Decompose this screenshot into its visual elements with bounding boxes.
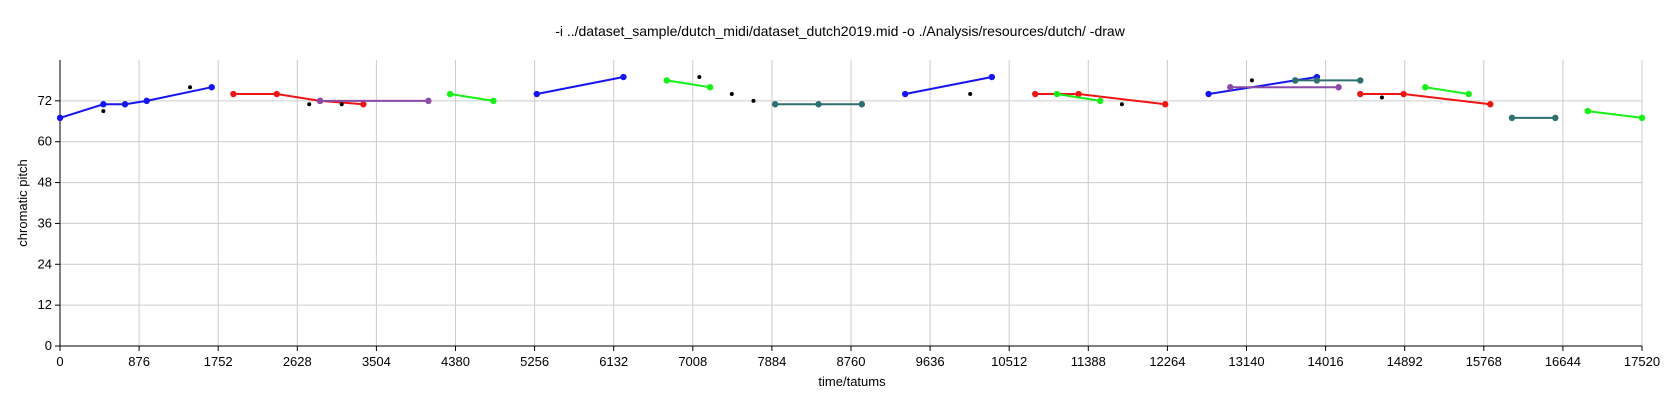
series-point-6 xyxy=(815,101,822,108)
x-tick-label: 876 xyxy=(128,354,150,369)
x-tick-label: 4380 xyxy=(441,354,470,369)
series-line-9 xyxy=(1056,93,1101,102)
series-point-13 xyxy=(1357,90,1364,98)
series-point-13 xyxy=(1400,90,1407,98)
note-point xyxy=(729,92,734,97)
y-tick-label: 36 xyxy=(38,215,52,230)
series-point-13 xyxy=(1487,101,1494,108)
grid-layer xyxy=(60,60,1643,346)
points-layer xyxy=(101,75,1384,114)
series-point-9 xyxy=(1097,97,1104,105)
y-tick-label: 48 xyxy=(38,175,52,190)
series-point-8 xyxy=(1162,101,1169,108)
y-tick-label: 0 xyxy=(45,338,52,353)
series-point-16 xyxy=(1638,114,1646,122)
series-point-0 xyxy=(100,101,107,108)
y-axis-label: chromatic pitch xyxy=(15,159,30,246)
x-tick-label: 16644 xyxy=(1545,354,1581,369)
series-point-1 xyxy=(273,90,280,98)
series-point-10 xyxy=(1205,90,1212,98)
x-tick-label: 3504 xyxy=(362,354,391,369)
x-tick-label: 14016 xyxy=(1308,354,1344,369)
x-tick-label: 5256 xyxy=(520,354,549,369)
x-tick-label: 10512 xyxy=(991,354,1027,369)
series-line-5 xyxy=(666,79,711,89)
series-point-2 xyxy=(316,97,324,105)
series-point-11 xyxy=(1335,84,1342,91)
note-point xyxy=(1379,95,1384,100)
series-point-2 xyxy=(425,97,432,105)
series-point-8 xyxy=(1075,90,1082,98)
note-point xyxy=(697,75,702,80)
note-point xyxy=(1249,78,1254,83)
x-tick-label: 2628 xyxy=(283,354,312,369)
x-tick-label: 11388 xyxy=(1071,354,1106,369)
x-tick-label: 9636 xyxy=(916,354,945,369)
series-point-5 xyxy=(663,77,670,84)
x-tick-label: 7008 xyxy=(678,354,707,369)
x-tick-label: 12264 xyxy=(1149,354,1185,369)
x-tick-label: 17520 xyxy=(1624,354,1660,369)
series-point-12 xyxy=(1357,77,1364,84)
note-point xyxy=(751,98,756,103)
series-line-14 xyxy=(1425,86,1469,95)
series-line-3 xyxy=(449,93,494,102)
series-point-11 xyxy=(1227,84,1234,91)
series-point-4 xyxy=(620,73,627,81)
series-layer xyxy=(56,73,1646,122)
y-tick-label: 72 xyxy=(38,93,52,108)
x-tick-label: 7884 xyxy=(757,354,786,369)
x-tick-label: 0 xyxy=(56,354,63,369)
series-point-15 xyxy=(1508,114,1516,122)
x-axis-label: time/tatums xyxy=(818,374,886,389)
series-line-16 xyxy=(1587,110,1643,119)
series-line-7 xyxy=(905,76,993,95)
x-tick-label: 6132 xyxy=(599,354,628,369)
series-point-15 xyxy=(1552,114,1559,122)
series-line-0 xyxy=(59,86,212,119)
series-point-5 xyxy=(706,84,714,91)
series-point-4 xyxy=(533,90,540,98)
series-point-0 xyxy=(56,114,64,122)
y-tick-label: 24 xyxy=(38,256,52,271)
x-tick-label: 13140 xyxy=(1228,354,1264,369)
series-point-6 xyxy=(858,101,866,108)
note-point xyxy=(1119,102,1124,107)
series-point-1 xyxy=(230,90,237,98)
x-tick-label: 15768 xyxy=(1466,354,1502,369)
note-point xyxy=(188,85,193,90)
series-point-12 xyxy=(1292,77,1299,84)
note-point xyxy=(968,92,973,97)
chart-title: -i ../dataset_sample/dutch_midi/dataset_… xyxy=(555,23,1126,39)
note-point xyxy=(307,102,312,107)
series-point-0 xyxy=(208,84,215,91)
y-tick-label: 60 xyxy=(38,134,52,149)
x-tick-label: 14892 xyxy=(1387,354,1423,369)
series-point-9 xyxy=(1053,90,1061,98)
y-tick-label: 12 xyxy=(38,297,52,312)
series-point-0 xyxy=(121,101,129,108)
series-point-3 xyxy=(490,97,497,105)
series-point-7 xyxy=(901,90,909,98)
series-point-3 xyxy=(446,90,454,98)
series-point-12 xyxy=(1313,77,1321,84)
series-point-8 xyxy=(1032,90,1039,98)
x-tick-label: 8760 xyxy=(837,354,866,369)
series-point-1 xyxy=(360,101,367,108)
note-point xyxy=(339,102,344,107)
series-line-4 xyxy=(536,76,624,95)
series-point-7 xyxy=(988,73,996,81)
note-point xyxy=(101,109,106,114)
series-point-16 xyxy=(1584,107,1592,115)
series-point-6 xyxy=(771,101,779,108)
series-point-0 xyxy=(143,97,150,105)
axis-layer: 0 876 1752 2628 3504 4380 5256 6132 7008 7884 8760… xyxy=(38,60,1660,369)
series-point-14 xyxy=(1422,84,1429,91)
series-line-1 xyxy=(233,93,364,106)
series-point-14 xyxy=(1465,90,1472,98)
x-tick-label: 1752 xyxy=(204,354,233,369)
